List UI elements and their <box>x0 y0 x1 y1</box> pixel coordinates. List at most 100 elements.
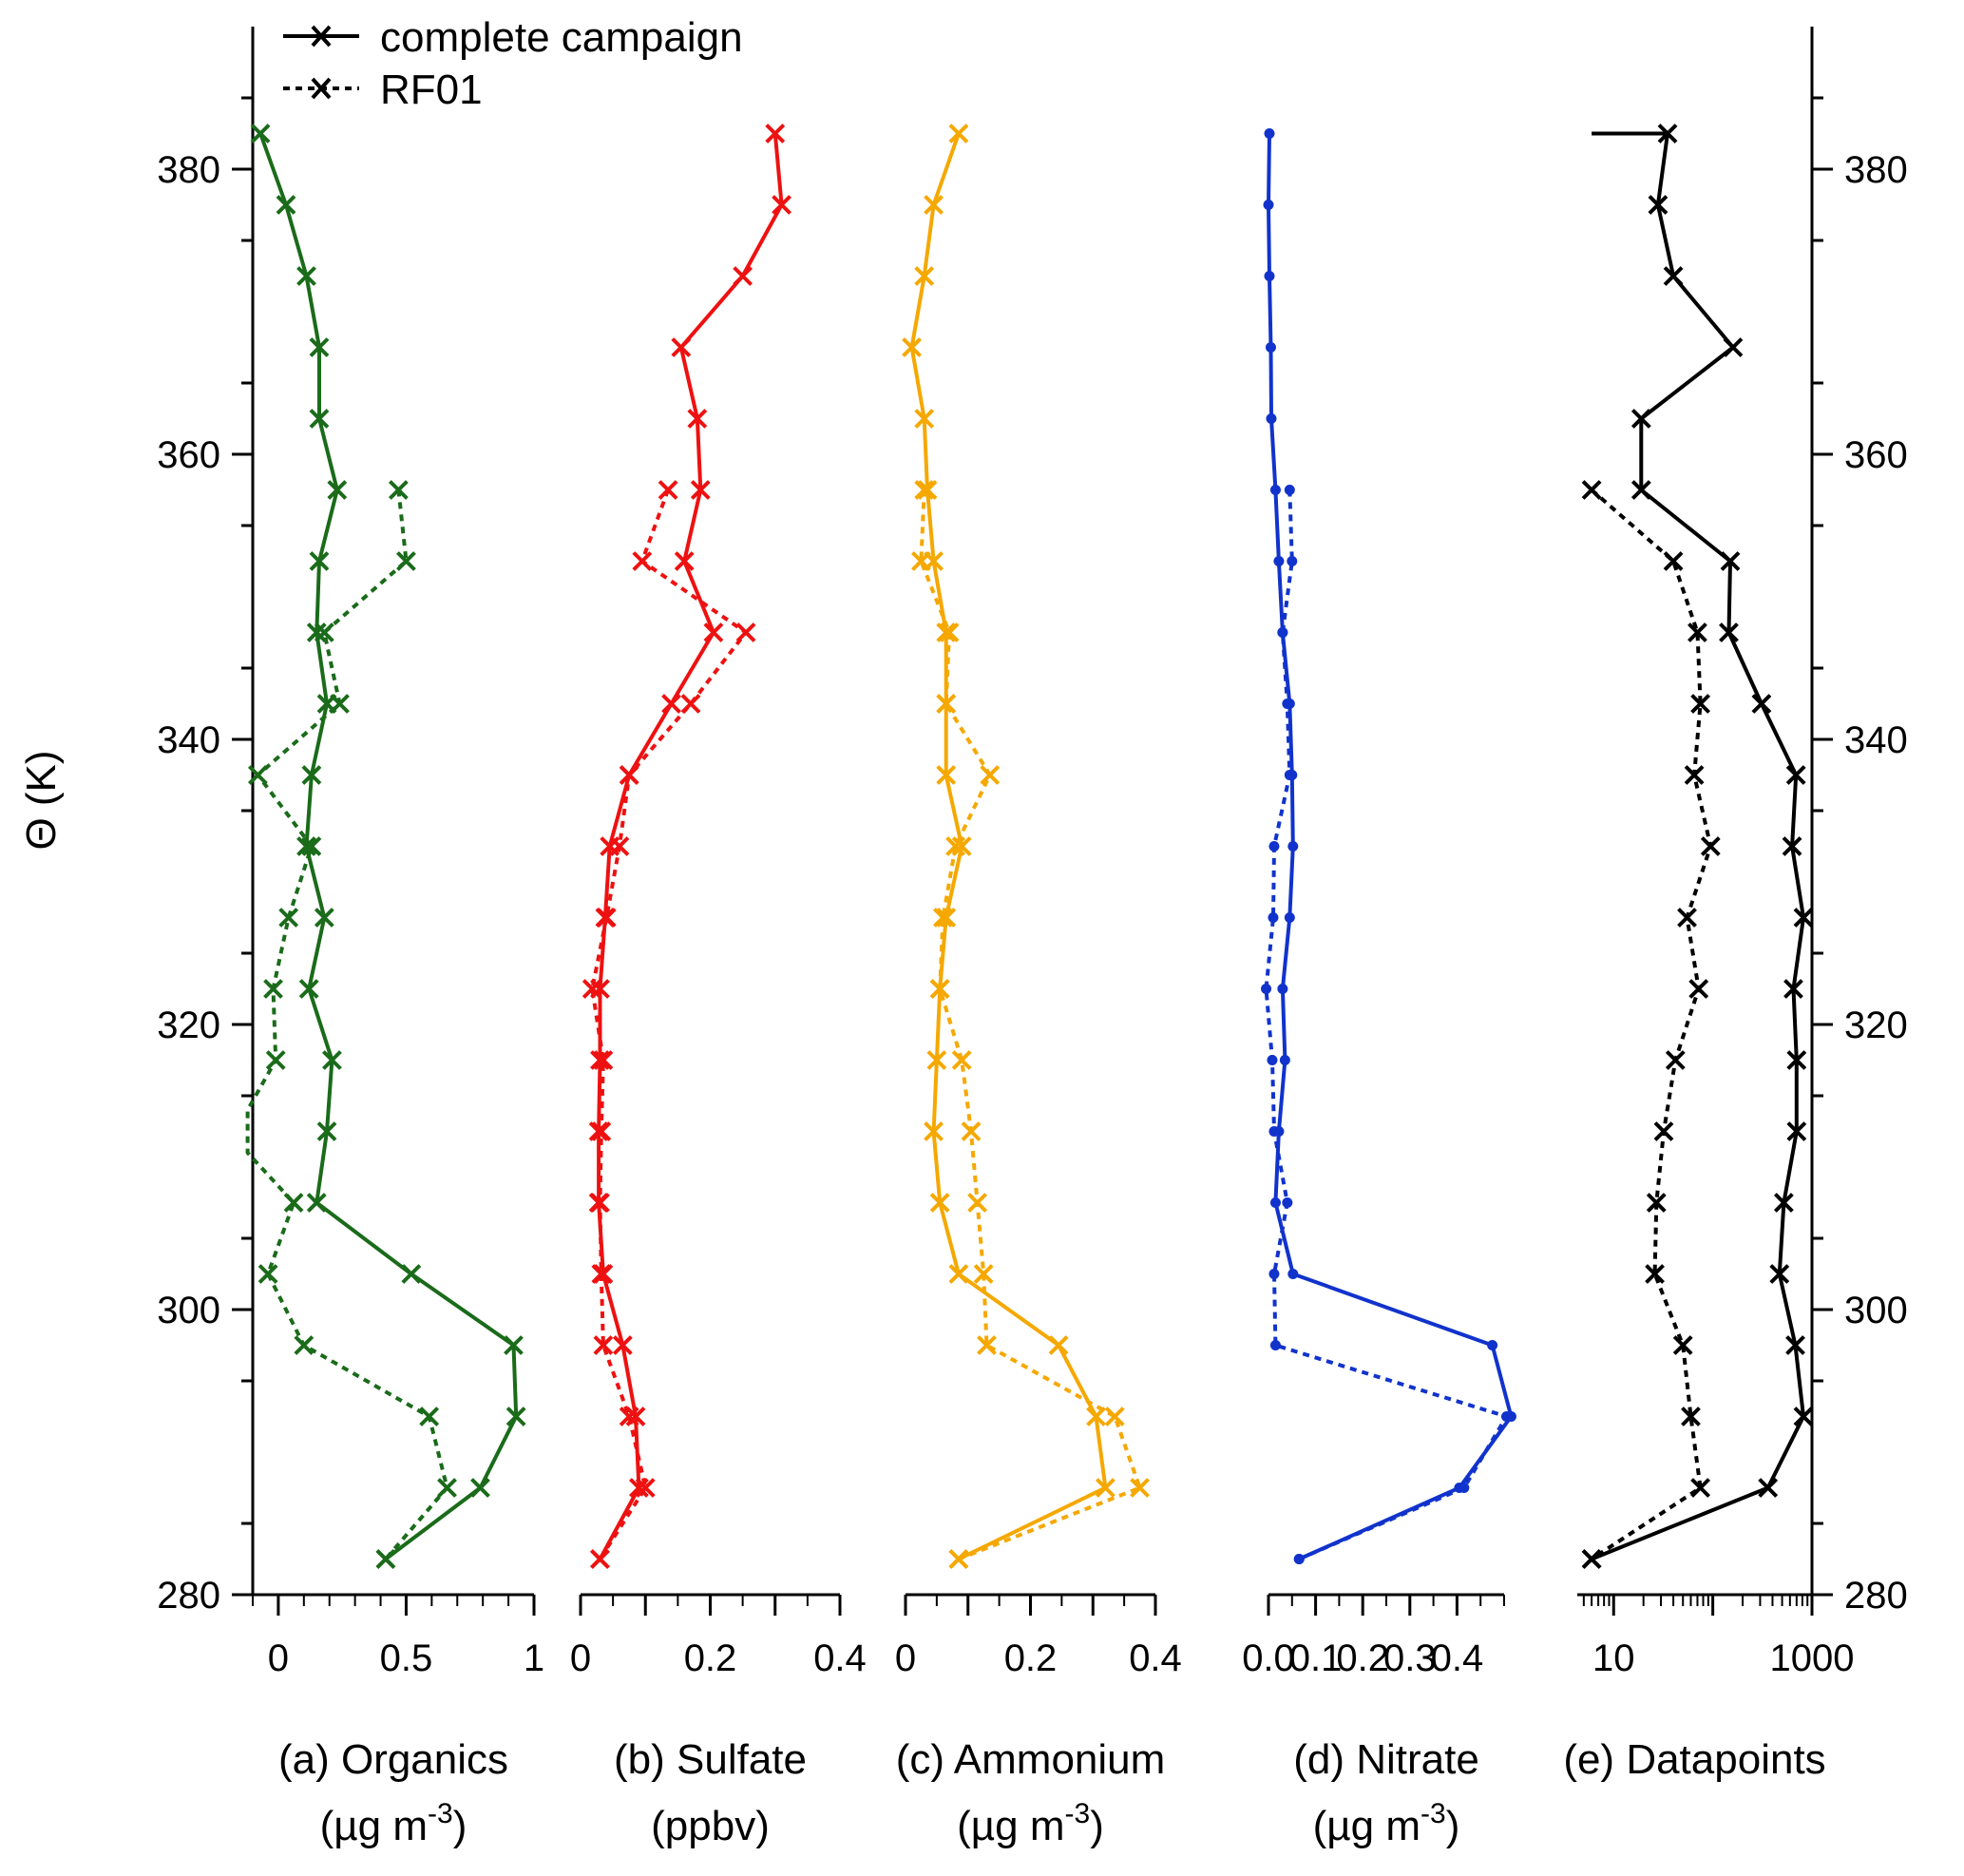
data-point <box>1663 551 1684 571</box>
data-point <box>396 551 416 571</box>
data-point <box>1266 413 1277 424</box>
data-point <box>1690 1478 1711 1498</box>
y-tick-label-right: 380 <box>1844 149 1908 191</box>
data-point <box>951 1050 972 1070</box>
data-point <box>1648 195 1668 215</box>
data-point <box>314 908 334 928</box>
data-point <box>772 195 791 215</box>
data-point <box>276 195 296 215</box>
data-point <box>936 765 957 785</box>
x-axis-title: (e) Datapoints <box>1563 1736 1825 1783</box>
series-e-complete-campaign <box>1581 124 1814 1569</box>
data-point <box>929 979 950 999</box>
x-tick-label: 0.4 <box>1431 1637 1484 1679</box>
data-point <box>1688 622 1707 642</box>
data-point <box>1663 266 1684 286</box>
legend: complete campaign RF01 <box>283 14 743 113</box>
y-axis-right: 280 300 320 340 360 380 <box>1810 27 1908 1617</box>
data-point <box>1268 1269 1280 1279</box>
data-point <box>967 1193 988 1213</box>
series-a-rf01 <box>245 480 457 1569</box>
y-tick-label-right: 300 <box>1844 1290 1908 1331</box>
y-tick-label: 300 <box>157 1290 220 1331</box>
data-point <box>977 1335 997 1355</box>
x-tick-label: 0.0 <box>1242 1637 1295 1679</box>
panel-a: 0 0.5 1 (a) Organics (µg m-3) <box>245 124 544 1849</box>
data-point <box>632 551 653 571</box>
x-tick-label: 1 <box>524 1637 544 1679</box>
data-point <box>1269 485 1281 495</box>
series-line <box>258 132 519 1561</box>
data-point <box>1793 908 1814 928</box>
data-point <box>1268 912 1279 923</box>
data-point <box>1269 1340 1281 1350</box>
data-point <box>1720 551 1741 571</box>
data-point <box>1282 1197 1293 1208</box>
data-point <box>933 908 953 928</box>
data-point <box>924 195 944 215</box>
data-point <box>1293 1554 1305 1564</box>
data-point <box>1793 1407 1814 1426</box>
x-tick-label: 0.3 <box>1383 1637 1437 1679</box>
y-axis-left: 280 300 320 340 360 380 <box>157 27 255 1617</box>
data-point <box>1773 1193 1794 1213</box>
data-point <box>1672 1335 1693 1355</box>
data-point <box>1645 1264 1665 1284</box>
data-point <box>1719 622 1739 642</box>
x-axis-title: (a) Organics <box>278 1736 508 1783</box>
data-point <box>703 622 724 642</box>
series-line <box>1590 488 1713 1561</box>
data-point <box>1630 480 1651 500</box>
data-point <box>278 908 299 928</box>
data-point <box>250 124 271 144</box>
data-point <box>1269 1197 1281 1208</box>
data-point <box>680 694 701 714</box>
panels: 0 0.5 1 (a) Organics (µg m-3) 0 0.2 0.4 (b) Sulf… <box>245 124 1855 1849</box>
data-point <box>1751 694 1772 714</box>
data-point <box>388 480 409 500</box>
y-tick-label-right: 320 <box>1844 1005 1908 1046</box>
data-point <box>296 836 316 856</box>
x-tick-label: 1000 <box>1770 1637 1855 1679</box>
data-point <box>590 1050 610 1070</box>
data-point <box>596 908 617 928</box>
panel-b: 0 0.2 0.4 (b) Sulfate (ppbv) <box>570 124 867 1849</box>
series-c-rf01 <box>911 480 1150 1569</box>
data-point <box>1130 1478 1150 1498</box>
series-line <box>919 489 1142 1561</box>
y-tick-label: 280 <box>157 1575 220 1617</box>
data-point <box>973 1264 994 1284</box>
data-point <box>658 480 678 500</box>
data-point <box>1282 699 1293 709</box>
data-point <box>1786 1050 1807 1070</box>
data-point <box>296 266 316 286</box>
data-point <box>929 1193 950 1213</box>
data-point <box>1769 1264 1790 1284</box>
series-line <box>1267 133 1514 1561</box>
data-point <box>301 765 322 785</box>
data-point <box>765 124 786 144</box>
series-d-rf01 <box>1261 485 1512 1564</box>
data-point <box>309 337 330 357</box>
data-point <box>980 765 1001 785</box>
x-tick-label: 0.2 <box>1336 1637 1389 1679</box>
panel-d: 0.00.10.20.30.4 (d) Nitrate (µg m-3) <box>1242 128 1516 1849</box>
data-point <box>687 409 708 429</box>
data-point <box>1261 984 1272 994</box>
data-point <box>316 1121 337 1141</box>
data-point <box>948 124 969 144</box>
series-line <box>909 132 1108 1561</box>
data-point <box>609 836 630 856</box>
data-point <box>505 1407 526 1426</box>
series-line <box>590 488 748 1560</box>
data-point <box>674 551 695 571</box>
data-point <box>735 622 756 642</box>
data-point <box>1758 1478 1779 1498</box>
data-point <box>1700 836 1721 856</box>
data-point <box>582 979 602 999</box>
x-tick-label: 0 <box>268 1637 289 1679</box>
data-point <box>1665 1050 1686 1070</box>
data-point <box>1783 979 1803 999</box>
data-point <box>301 836 322 856</box>
